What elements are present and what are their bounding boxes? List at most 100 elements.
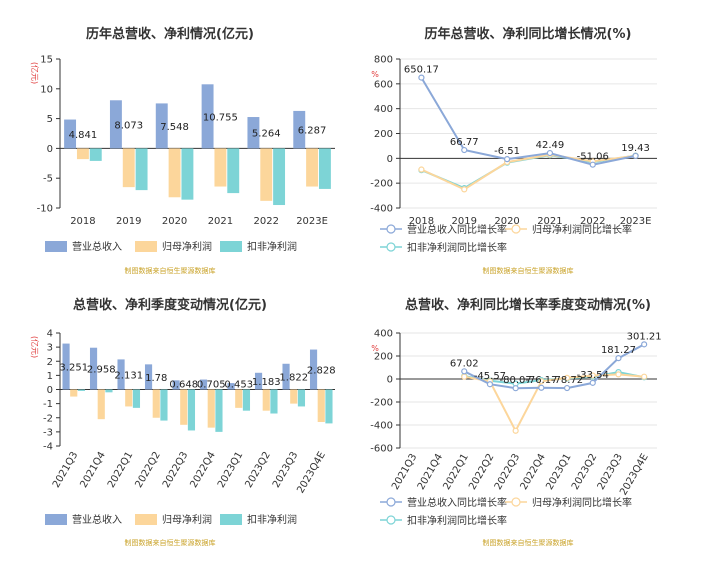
bar-deducted_profit [105,389,113,393]
y-tick-label: 400 [374,329,393,340]
bar-net_profit [125,389,133,407]
point-net_profit [418,166,425,173]
chart-title: 总营收、净利同比增长率季度变动情况(%) [405,297,651,313]
chart-annual-amount: 历年总营收、净利情况(亿元) (亿元)15 10 5 0 -5 -10 2018 2019 202… [30,26,335,275]
x-tick-label: 2023Q1 [216,450,245,490]
bar-net_profit [168,148,181,198]
bar-deducted_profit [325,389,333,424]
point-revenue [418,74,425,81]
line-net_profit [464,373,645,433]
y-tick-label: -5 [43,174,53,185]
line-net_profit [420,153,636,191]
x-tick-label: 2019 [452,216,477,227]
data-label: 42.49 [536,140,565,151]
legend-swatch [45,241,67,252]
bar-revenue [227,383,235,390]
legend-swatch [135,241,157,252]
y-unit-label: % [371,344,379,353]
bar-net_profit [262,389,270,411]
y-tick-label: -10 [37,204,53,215]
y-tick-label: 400 [374,104,393,115]
legend-label: 扣非净利润 [247,513,297,526]
y-tick-label: 4 [47,329,53,340]
bar-deducted_profit [318,148,331,189]
bar-revenue [293,110,306,149]
legend-label: 归母净利润同比增长率 [532,223,632,236]
data-label: 10.755 [203,112,238,123]
chart-annual-growth: 历年总营收、净利同比增长情况(%)% 800 600 400 200 0 -200 -400 2… [370,26,657,275]
x-tick-label: 2020 [494,216,519,227]
point-revenue [512,385,519,392]
bar-deducted_profit [132,389,141,408]
legend-swatch-marker [386,224,396,234]
source-note: 制图数据来自恒生聚源数据库 [125,538,216,547]
y-tick-label: 2 [47,357,53,368]
bar-deducted_profit [242,389,251,411]
bar-net_profit [97,389,105,420]
x-tick-label: 2018 [70,216,95,227]
bar-net_profit [70,389,78,397]
bar-deducted_profit [181,148,194,200]
source-note: 制图数据来自恒生聚源数据库 [483,266,574,275]
bar-deducted_profit [297,389,306,407]
data-label: -80.07 [500,375,532,386]
bar-net_profit [235,389,243,408]
x-tick-label: 2023E [620,216,652,227]
y-tick-label: 200 [374,129,393,140]
y-tick-label: 0 [387,154,393,165]
legend-label: 归母净利润 [162,240,212,253]
line-revenue [420,77,636,166]
legend-swatch-marker [386,497,396,507]
data-label: 1.78 [145,373,167,384]
x-tick-label: 2022Q2 [133,450,162,490]
data-label: 3.251 [59,363,88,374]
chart-quarterly-growth: 总营收、净利同比增长率季度变动情况(%)% 400 200 0 -200 -400 -600… [370,297,661,547]
x-tick-label: 2022Q3 [161,450,190,490]
x-tick-label: 2020 [162,216,187,227]
y-tick-label: -2 [43,413,53,424]
legend-label: 营业总收入 [72,513,122,526]
bar-revenue [64,119,77,149]
source-note: 制图数据来自恒生聚源数据库 [483,538,574,547]
point-revenue [641,341,648,348]
x-tick-label: 2022 [580,216,605,227]
data-label: -33.54 [577,370,609,381]
point-net_profit [512,427,519,434]
data-label: -6.51 [494,146,520,157]
x-tick-label: 2021Q4 [78,450,107,490]
data-label: 2.958 [87,365,116,376]
y-tick-label: -600 [370,444,393,455]
bar-net_profit [207,389,215,428]
legend-label: 营业总收入同比增长率 [407,223,507,236]
bar-deducted_profit [270,389,278,414]
x-tick-label: 2021 [208,216,233,227]
bar-revenue [117,359,125,390]
bar-revenue [247,117,260,149]
point-net_profit [641,373,648,380]
data-label: -51.06 [577,152,609,163]
point-revenue [563,384,571,392]
x-tick-label: 2019 [116,216,141,227]
legend-label: 扣非净利润同比增长率 [407,241,507,254]
y-tick-label: 800 [374,55,393,66]
bar-revenue [201,84,214,149]
point-revenue [546,149,554,157]
legend-label: 归母净利润 [162,513,212,526]
y-unit-label: (亿元) [30,336,40,358]
point-revenue [632,152,639,160]
point-revenue [486,381,494,388]
y-tick-label: -4 [43,442,53,453]
point-revenue [461,368,468,375]
data-label: 67.02 [450,358,479,369]
y-tick-label: 10 [40,84,53,95]
point-revenue [589,161,596,168]
y-tick-label: -400 [370,204,393,215]
y-tick-label: -1 [43,399,53,410]
line-revenue [463,343,645,390]
bar-net_profit [260,148,273,201]
data-label: 2.131 [114,370,143,381]
bar-deducted_profit [135,148,148,191]
y-tick-label: 3 [47,343,53,354]
point-net_profit [461,186,468,193]
